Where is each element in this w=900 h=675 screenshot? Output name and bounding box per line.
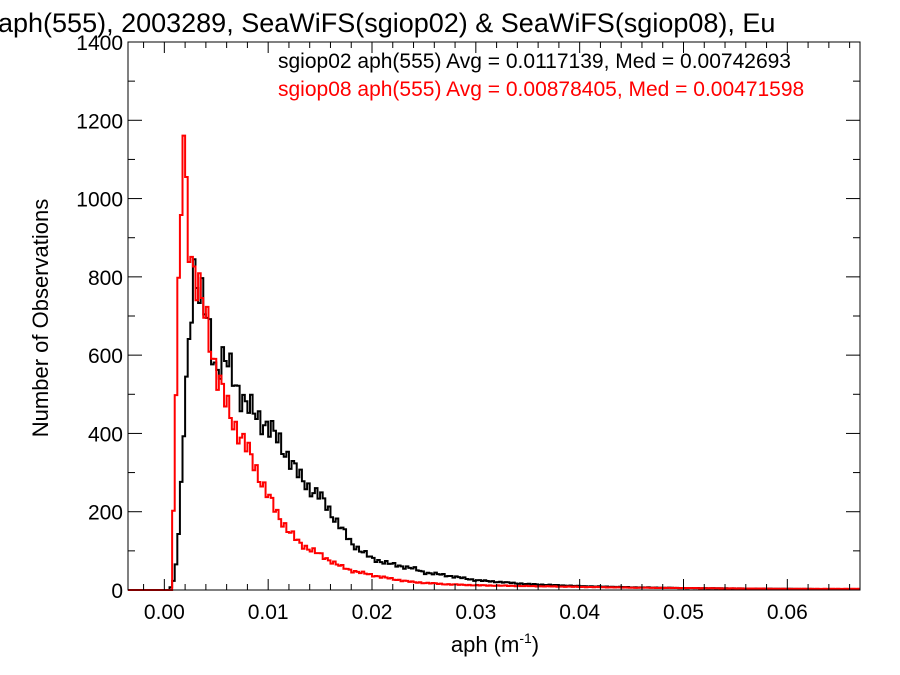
x-tick-label: 0.01 bbox=[248, 601, 289, 624]
svg-text:Number of Observations: Number of Observations bbox=[28, 199, 53, 437]
y-tick-label: 0 bbox=[111, 580, 123, 603]
legend-entry-sgiop02: sgiop02 aph(555) Avg = 0.0117139, Med = … bbox=[278, 50, 791, 73]
y-tick-label: 600 bbox=[88, 345, 123, 368]
legend-entry-sgiop08: sgiop08 aph(555) Avg = 0.00878405, Med =… bbox=[278, 78, 804, 101]
y-tick-label: 400 bbox=[88, 423, 123, 446]
legend: sgiop02 aph(555) Avg = 0.0117139, Med = … bbox=[278, 50, 804, 101]
x-tick-label: 0.02 bbox=[352, 601, 393, 624]
plot-frame bbox=[127, 41, 861, 591]
y-tick-label: 1400 bbox=[76, 32, 123, 55]
y-tick-label: 1000 bbox=[76, 189, 123, 212]
series-sgiop08-line bbox=[128, 134, 860, 591]
x-tick-label: 0.04 bbox=[559, 601, 600, 624]
plot-area: 0.00 0.01 0.02 0.03 0.04 0.05 0.06 0 200 400 600 80… bbox=[76, 32, 861, 624]
y-tick-label: 800 bbox=[88, 267, 123, 290]
x-tick-label: 0.06 bbox=[767, 601, 808, 624]
x-axis-label: aph (m-1) bbox=[451, 630, 539, 657]
chart-title: aph(555), 2003289, SeaWiFS(sgiop02) & Se… bbox=[0, 8, 775, 38]
y-axis-label: Number of Observations bbox=[28, 199, 53, 437]
x-tick-label: 0.00 bbox=[144, 601, 185, 624]
x-tick-label: 0.05 bbox=[663, 601, 704, 624]
y-tick-label: 200 bbox=[88, 502, 123, 525]
x-tick-label: 0.03 bbox=[455, 601, 496, 624]
y-tick-label: 1200 bbox=[76, 110, 123, 133]
